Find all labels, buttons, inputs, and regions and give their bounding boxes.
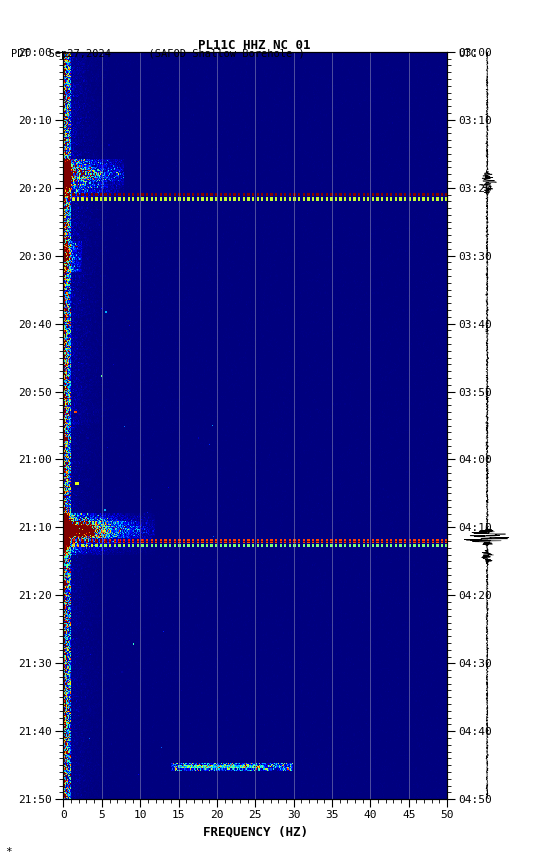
Text: *: * bbox=[6, 847, 12, 857]
Text: UTC: UTC bbox=[458, 49, 477, 60]
Text: PDT   Sep27,2024      (SAFOD Shallow Borehole ): PDT Sep27,2024 (SAFOD Shallow Borehole ) bbox=[11, 49, 305, 60]
Text: PL11C HHZ NC 01: PL11C HHZ NC 01 bbox=[198, 39, 310, 52]
X-axis label: FREQUENCY (HZ): FREQUENCY (HZ) bbox=[203, 826, 308, 839]
